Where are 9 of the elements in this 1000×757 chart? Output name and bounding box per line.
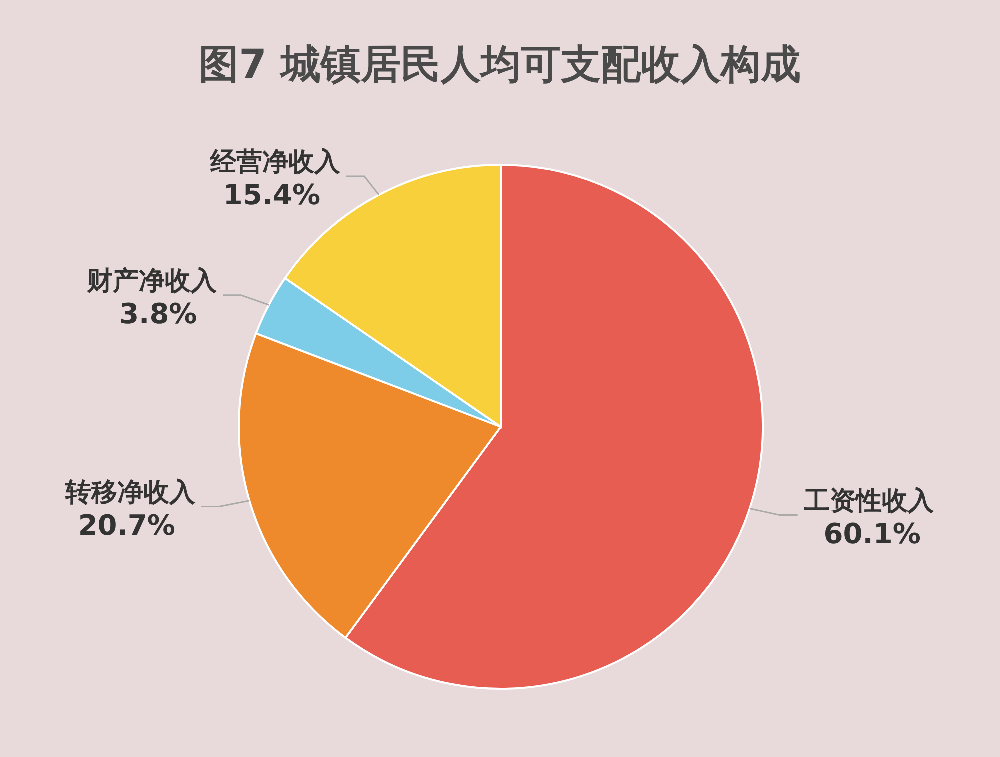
data-label: 20.7% — [78, 508, 176, 542]
chart-title: 图7 城镇居民人均可支配收入构成 — [199, 42, 801, 88]
slice-label: 经营净收入 — [210, 148, 342, 178]
slice-label: 转移净收入 — [64, 478, 196, 508]
slice-label: 工资性收入 — [802, 486, 935, 516]
data-label: 15.4% — [223, 178, 321, 212]
data-label: 3.8% — [120, 297, 198, 330]
slice-label: 财产净收入 — [86, 266, 218, 296]
data-label: 60.1% — [824, 517, 921, 550]
